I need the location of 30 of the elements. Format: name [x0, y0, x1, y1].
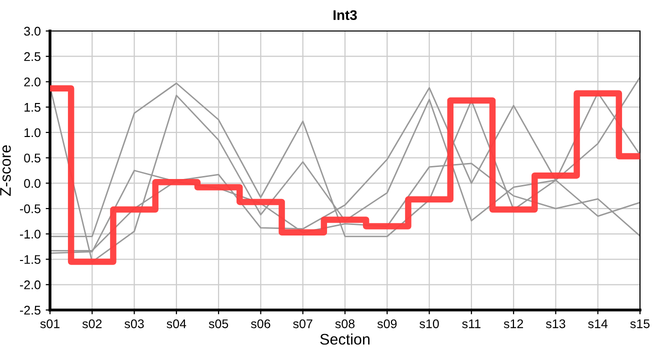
y-tick-label: -1.5 [20, 255, 40, 264]
x-tick-label: s09 [377, 319, 397, 328]
y-tick-label: 1.0 [24, 128, 40, 138]
x-tick-label: s08 [335, 319, 355, 328]
x-tick-label: s13 [546, 319, 566, 328]
y-tick-label: 3.0 [24, 26, 40, 36]
x-tick-label: s05 [208, 319, 228, 328]
x-tick-label: s11 [462, 319, 480, 328]
x-tick-label: s02 [82, 319, 102, 328]
x-tick-label: s03 [124, 319, 144, 328]
y-tick-label: 0.0 [24, 178, 40, 188]
x-tick-label: s07 [293, 319, 312, 328]
chart-title: Int3 [334, 10, 357, 20]
y-tick-label: -2.5 [20, 306, 40, 315]
y-tick-label: -0.5 [20, 204, 40, 214]
y-tick-label: 2.5 [24, 52, 40, 62]
x-axis-title: Section [320, 333, 370, 345]
y-tick-label: 2.0 [24, 78, 40, 86]
x-tick-label: s04 [166, 319, 186, 328]
y-tick-label: 0.5 [24, 154, 40, 162]
y-axis-title: Z-score [0, 145, 11, 196]
y-tick-label: -2.0 [20, 280, 40, 290]
x-tick-label: s12 [504, 319, 524, 328]
x-tick-label: s14 [588, 319, 608, 328]
x-tick-label: s06 [250, 319, 270, 328]
y-tick-label: 1.5 [24, 103, 40, 112]
x-tick-label: s01 [40, 319, 60, 328]
y-tick-label: -1.0 [20, 230, 40, 239]
x-tick-label: s10 [420, 319, 439, 328]
x-tick-label: s15 [630, 319, 650, 328]
